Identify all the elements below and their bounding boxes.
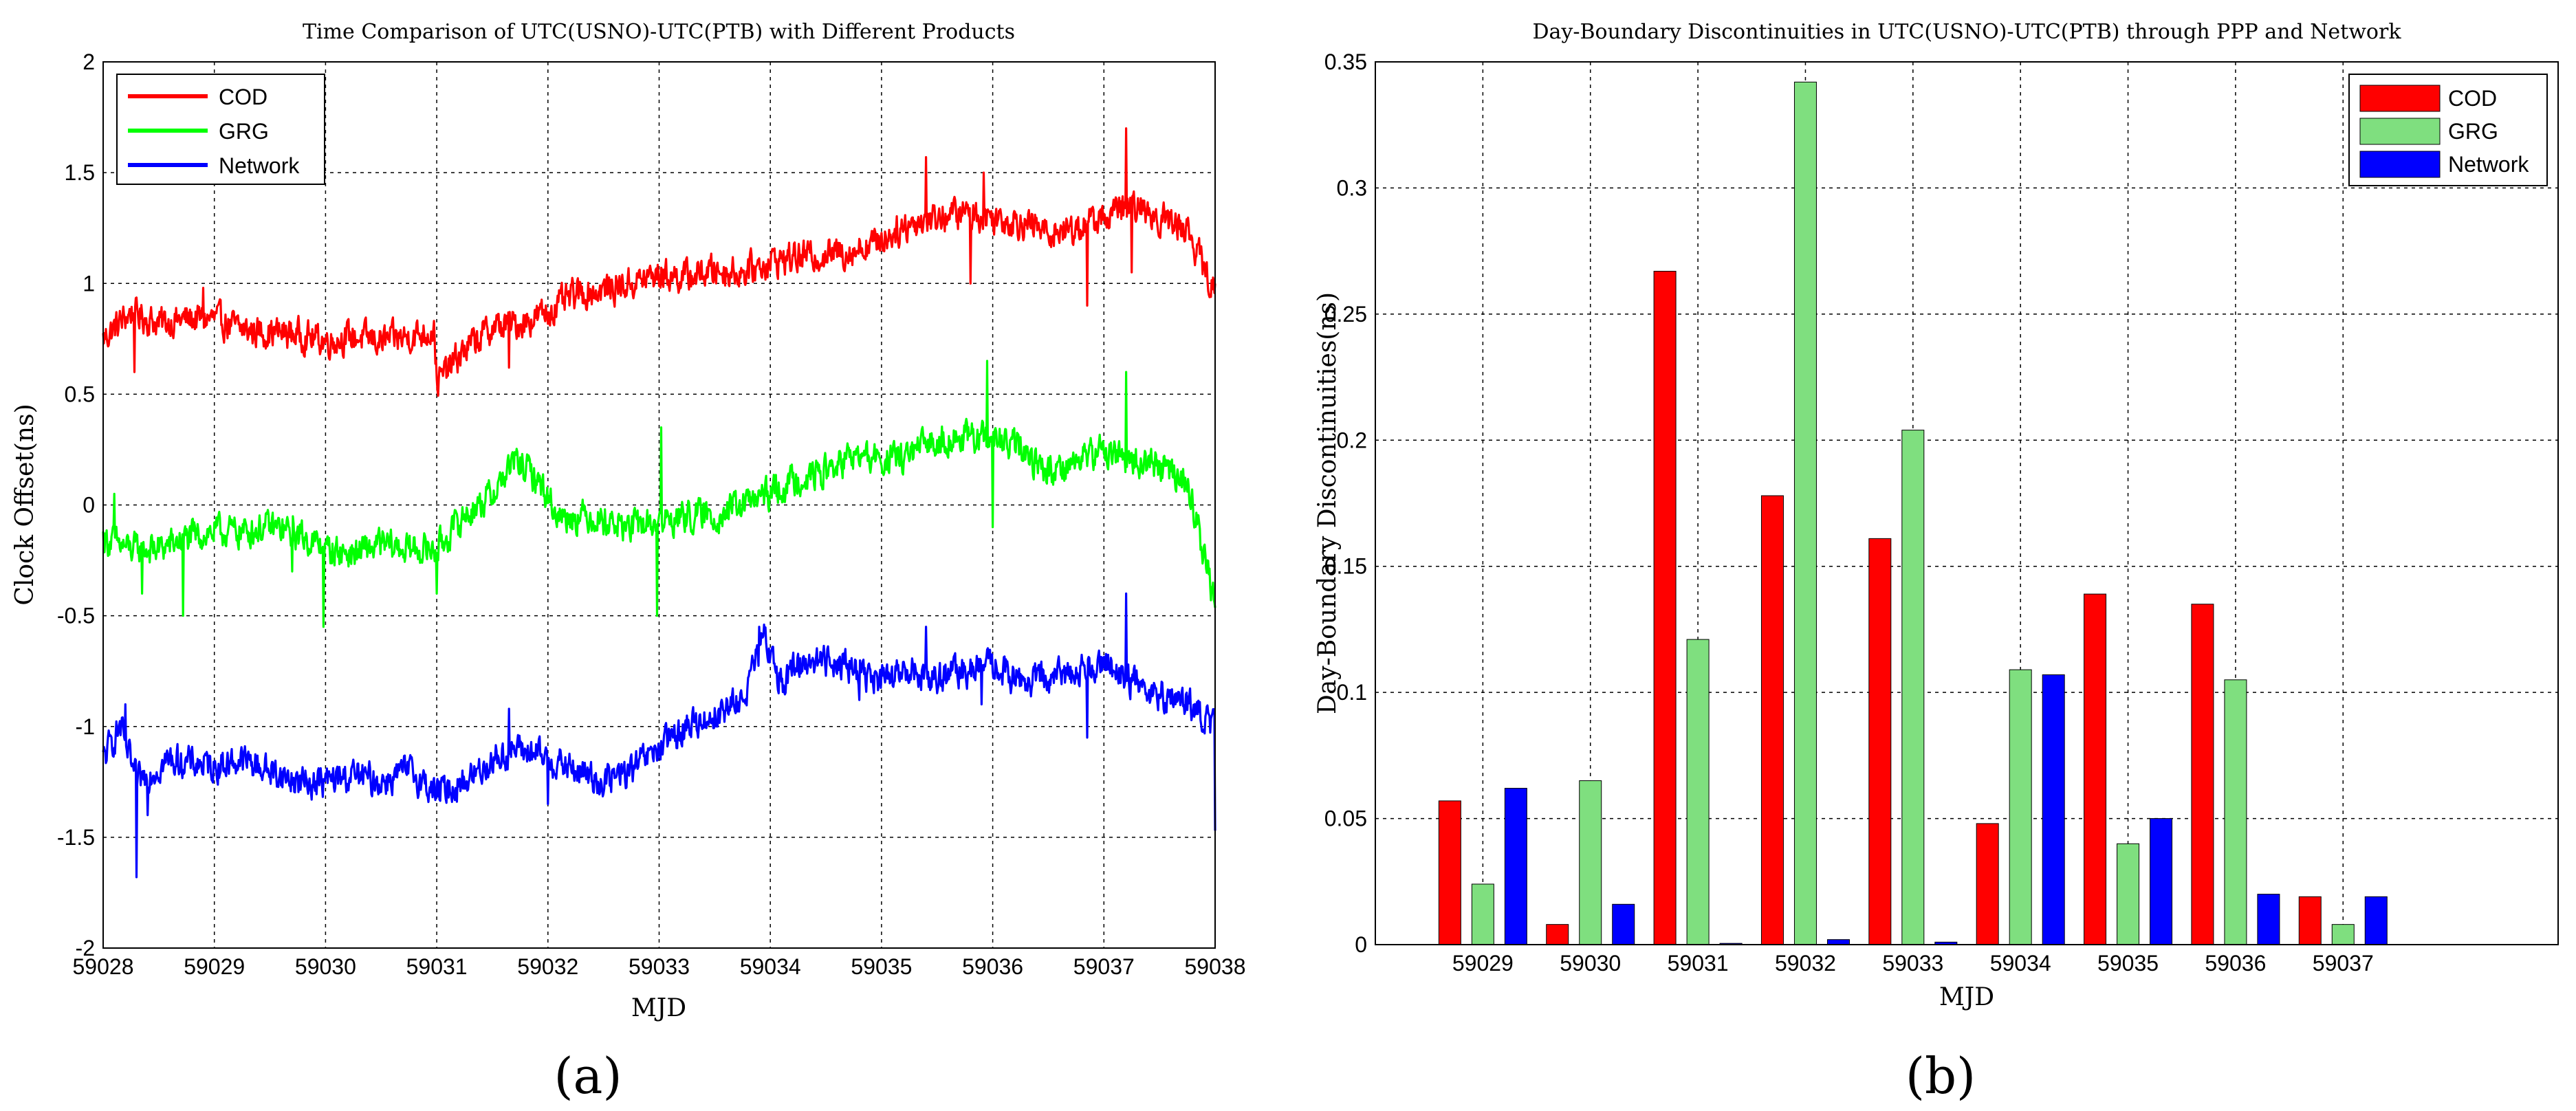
chart-b-bar-network: [2364, 896, 2388, 945]
chart-b-x-tick-label: 59033: [1882, 951, 1943, 976]
chart-a-x-ticks: 59028 59029 59030 59031 59032 59033 59034 59035…: [73, 954, 1246, 979]
chart-a-y-tick-label: -2: [76, 936, 95, 960]
chart-b-bar-grg: [2009, 669, 2032, 945]
chart-b-x-ticks: 59029 59030 59031 59032 59033 59034 59035 59036…: [1452, 951, 2374, 976]
legend-a-cod-label: COD: [219, 85, 268, 109]
chart-a-y-tick-label: -1: [76, 714, 95, 739]
chart-a-x-tick-label: 59037: [1073, 954, 1135, 979]
chart-b-bar-cod: [1760, 495, 1784, 945]
chart-a-y-tick-label: 1.5: [65, 160, 95, 185]
chart-b-bar-cod: [1976, 823, 1999, 945]
chart-b-legend: COD GRG Network: [2348, 74, 2548, 186]
chart-a-x-tick-label: 59034: [740, 954, 801, 979]
chart-b-bar-grg: [1793, 81, 1817, 945]
legend-b-network-label: Network: [2448, 152, 2529, 177]
chart-a-x-tick-label: 59033: [629, 954, 690, 979]
chart-b-x-tick-label: 59035: [2097, 951, 2159, 976]
chart-b-bar-grg: [2117, 843, 2140, 945]
chart-b-title: Day-Boundary Discontinuities in UTC(USNO…: [1532, 20, 2401, 44]
chart-b-x-tick-label: 59029: [1452, 951, 1514, 976]
chart-a-y-tick-label: -0.5: [57, 604, 95, 628]
chart-b-bar-grg: [2224, 679, 2247, 945]
chart-b-bar-grg: [1901, 430, 1925, 945]
chart-b-bar-network: [1612, 903, 1635, 945]
chart-b-bar-cod: [1546, 924, 1569, 945]
chart-b-bar-cod: [2298, 896, 2322, 945]
chart-b-bar-cod: [1438, 800, 1461, 945]
legend-b-grg-label: GRG: [2448, 119, 2498, 144]
chart-a-x-tick-label: 59030: [295, 954, 356, 979]
chart-a-legend: COD GRG Network: [116, 74, 325, 185]
chart-b-y-tick-label: 0.05: [1324, 806, 1367, 831]
legend-a-network-label: Network: [219, 153, 300, 178]
chart-b-bar-network: [2257, 894, 2280, 945]
chart-b-grid: [1375, 62, 2558, 945]
chart-a-x-tick-label: 59035: [851, 954, 912, 979]
chart-a-axes-box: [102, 61, 1216, 949]
chart-b-y-tick-label: 0.15: [1324, 554, 1367, 579]
chart-b-axes-box: [1375, 61, 2559, 945]
chart-a-series-line-network: [102, 592, 1216, 879]
chart-b-bar-cod: [2191, 604, 2214, 945]
chart-a-x-tick-label: 59028: [73, 954, 134, 979]
chart-b-x-tick-label: 59031: [1668, 951, 1729, 976]
chart-b-bar-grg: [1471, 883, 1494, 945]
chart-b-y-tick-label: 0.1: [1337, 680, 1367, 705]
chart-b-x-label: MJD: [1939, 983, 1994, 1011]
panel-b-label: (b): [1906, 1047, 1976, 1105]
chart-b-bar-grg: [1686, 639, 1710, 945]
chart-b-bar-network: [2042, 674, 2065, 945]
chart-b-bar-network: [2150, 818, 2173, 945]
chart-b-bar-grg: [1579, 780, 1602, 945]
chart-b-y-tick-label: 0.2: [1337, 428, 1367, 452]
legend-a-grg-label: GRG: [219, 119, 269, 144]
chart-b-y-tick-label: 0.3: [1337, 175, 1367, 200]
chart-a-x-tick-label: 59032: [517, 954, 578, 979]
chart-a-x-tick-label: 59029: [184, 954, 245, 979]
chart-b-x-tick-label: 59034: [1990, 951, 2051, 976]
legend-b-cod-swatch: [2359, 85, 2441, 112]
chart-a-y-tick-label: 0: [83, 493, 95, 518]
chart-b-x-tick-label: 59032: [1775, 951, 1836, 976]
chart-b-plot-area: [1375, 62, 2558, 945]
chart-a-x-tick-label: 59031: [406, 954, 468, 979]
chart-a-y-ticks: -2 -1.5 -1 -0.5 0 0.5 1 1.5 2: [57, 50, 95, 960]
legend-b-grg-swatch: [2359, 118, 2441, 145]
chart-b: 59029 59030 59031 59032 59033 59034 59035 59036…: [1313, 20, 2559, 1105]
chart-b-y-label: Day-Boundary Discontinuities(ns): [1313, 292, 1342, 714]
chart-a-x-tick-label: 59036: [962, 954, 1023, 979]
legend-b-cod-label: COD: [2448, 86, 2497, 111]
chart-a-x-tick-label: 59038: [1185, 954, 1246, 979]
chart-b-y-ticks: 0 0.05 0.1 0.15 0.2 0.25 0.3 0.35: [1324, 50, 1367, 957]
chart-b-bar-cod: [2084, 593, 2107, 945]
chart-b-bar-network: [1826, 939, 1850, 945]
chart-b-bar-network: [1504, 788, 1527, 945]
chart-a-series-line-grg: [102, 360, 1216, 628]
chart-a-x-label: MJD: [631, 994, 686, 1022]
panel-a-label: (a): [554, 1047, 622, 1105]
chart-b-bar-cod: [1653, 270, 1677, 945]
chart-b-y-tick-label: 0.25: [1324, 302, 1367, 327]
chart-a-y-label: Clock Offset(ns): [11, 404, 39, 605]
chart-a-title: Time Comparison of UTC(USNO)-UTC(PTB) wi…: [303, 20, 1015, 44]
chart-b-bar-grg: [2331, 924, 2355, 945]
chart-a-y-tick-label: 1: [83, 271, 95, 296]
chart-b-bar-cod: [1868, 538, 1892, 945]
chart-b-bars: [1438, 81, 2388, 945]
chart-a-y-tick-label: 2: [83, 50, 95, 74]
chart-b-y-tick-label: 0.35: [1324, 50, 1367, 74]
chart-a-y-tick-label: -1.5: [57, 825, 95, 850]
chart-b-x-tick-label: 59036: [2205, 951, 2266, 976]
legend-b-network-swatch: [2359, 151, 2441, 178]
chart-b-y-tick-label: 0: [1355, 932, 1367, 957]
chart-b-x-tick-label: 59030: [1560, 951, 1621, 976]
chart-a-series-line-cod: [102, 127, 1216, 397]
chart-a-series: [102, 127, 1216, 879]
chart-b-x-tick-label: 59037: [2313, 951, 2374, 976]
chart-a: 59028 59029 59030 59031 59032 59033 59034 59035…: [11, 20, 1245, 1105]
chart-a-y-tick-label: 0.5: [65, 382, 95, 406]
